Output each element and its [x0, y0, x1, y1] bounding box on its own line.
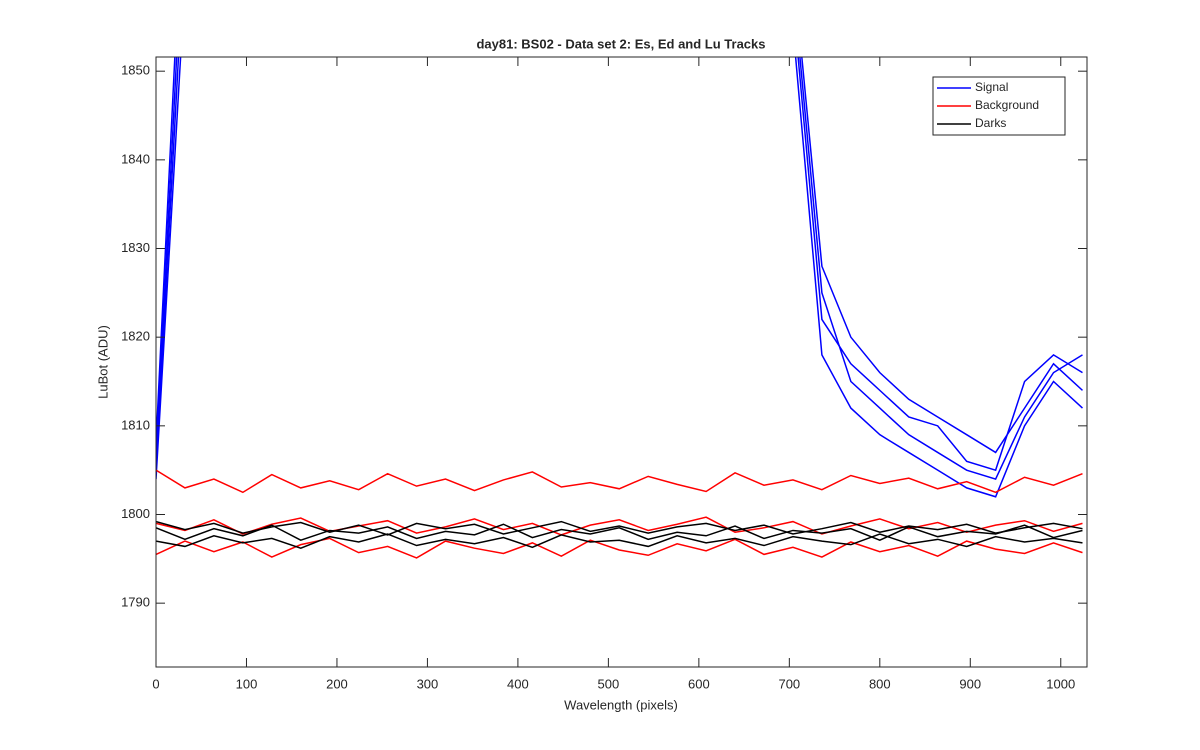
legend: Signal Background Darks [932, 76, 1066, 136]
y-tick-label: 1800 [121, 506, 150, 521]
x-tick-label: 900 [959, 676, 981, 691]
series-line [156, 469, 1083, 494]
legend-label: Signal [975, 80, 1008, 94]
y-tick-label: 1840 [121, 151, 150, 166]
axes-box [155, 56, 1088, 668]
x-tick-label: 500 [598, 676, 620, 691]
plot-area [156, 57, 1083, 559]
y-axis-label: LuBot (ADU) [95, 325, 110, 399]
y-tick-label: 1810 [121, 417, 150, 432]
x-tick-label: 600 [688, 676, 710, 691]
y-tick-label: 1820 [121, 329, 150, 344]
x-tick-label: 400 [507, 676, 529, 691]
x-tick-label: 100 [236, 676, 258, 691]
series-line [156, 537, 1083, 559]
chart-title: day81: BS02 - Data set 2: Es, Ed and Lu … [476, 36, 765, 51]
legend-label: Darks [975, 116, 1006, 130]
x-tick-label: 800 [869, 676, 891, 691]
x-tick-label: 300 [417, 676, 439, 691]
x-axis-label: Wavelength (pixels) [564, 697, 678, 712]
series-line [156, 57, 1083, 480]
series-line [156, 516, 1083, 536]
legend-label: Background [975, 98, 1039, 112]
series-line [156, 57, 1083, 471]
y-tick-label: 1830 [121, 240, 150, 255]
y-tick-label: 1790 [121, 595, 150, 610]
x-tick-label: 1000 [1046, 676, 1075, 691]
x-tick-label: 700 [778, 676, 800, 691]
series-line [156, 520, 1083, 536]
series-line [156, 533, 1083, 549]
y-tick-label: 1850 [121, 63, 150, 78]
x-tick-label: 200 [326, 676, 348, 691]
series-line [156, 523, 1083, 542]
x-tick-label: 0 [152, 676, 159, 691]
series-line [156, 57, 1083, 498]
series-line [156, 57, 1083, 472]
